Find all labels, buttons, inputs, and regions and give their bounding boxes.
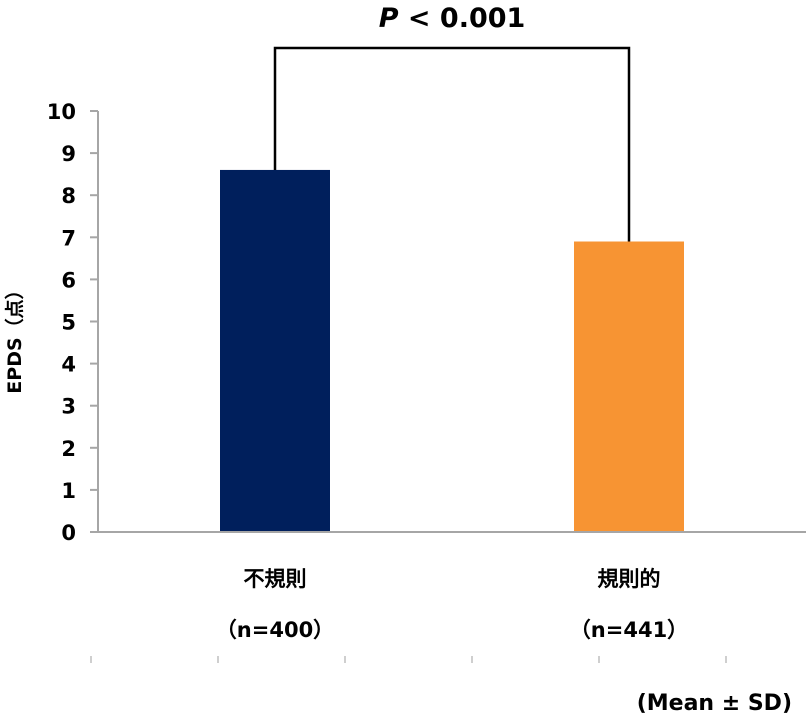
footnote-mean-sd: (Mean ± SD) bbox=[637, 691, 792, 716]
y-axis: 0 1 2 3 4 5 6 7 8 9 10 bbox=[47, 100, 99, 545]
y-tick-label: 10 bbox=[47, 100, 76, 124]
category-label: 規則的 bbox=[598, 567, 661, 591]
category-n-label: （n=400） bbox=[216, 618, 334, 642]
category-labels: 不規則 （n=400） 規則的 （n=441） bbox=[216, 567, 688, 642]
baseline-dashes bbox=[90, 656, 727, 663]
y-tick-label: 0 bbox=[61, 521, 76, 545]
bar-1 bbox=[220, 169, 330, 532]
category-n-label: （n=441） bbox=[570, 618, 688, 642]
significance-line bbox=[273, 46, 631, 242]
y-axis-title: EPDS（点） bbox=[3, 280, 26, 393]
y-tick-label: 4 bbox=[61, 353, 76, 377]
y-tick-label: 8 bbox=[61, 184, 76, 208]
y-tick-label: 2 bbox=[61, 437, 76, 461]
y-tick-label: 6 bbox=[61, 268, 76, 292]
y-tick-label: 3 bbox=[61, 395, 76, 419]
bars-group bbox=[220, 169, 684, 532]
bar-2 bbox=[574, 241, 684, 532]
significance-bracket: P < 0.001 bbox=[273, 3, 631, 242]
y-tick-label: 1 bbox=[61, 479, 76, 503]
p-value-label: P < 0.001 bbox=[379, 3, 526, 34]
y-tick-label: 5 bbox=[61, 311, 76, 335]
y-tick-label: 7 bbox=[61, 226, 76, 250]
category-label: 不規則 bbox=[244, 567, 307, 591]
y-tick-label: 9 bbox=[61, 142, 76, 166]
